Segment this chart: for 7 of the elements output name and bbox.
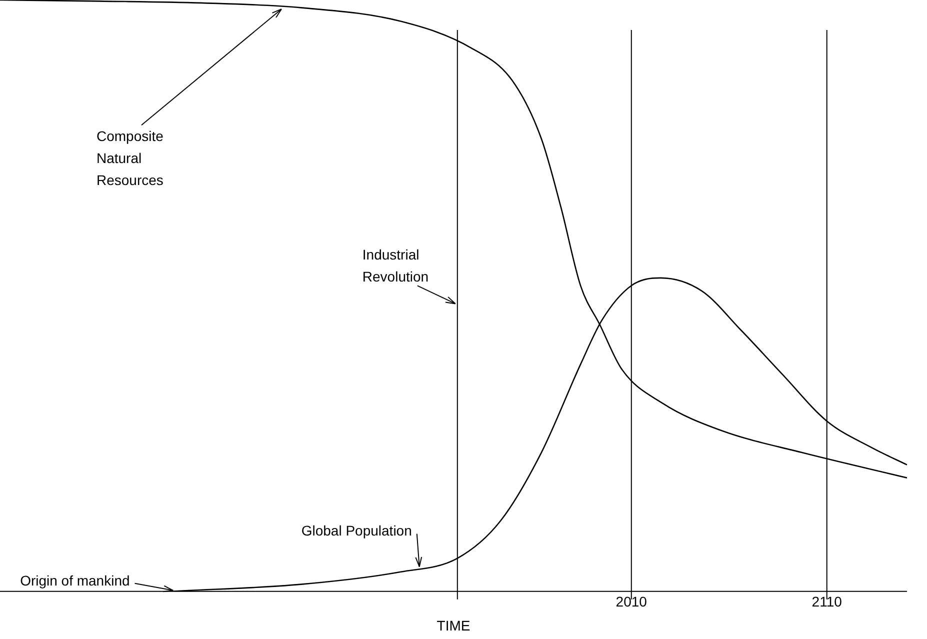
- x-tick-label: 2110: [812, 594, 842, 610]
- annotation: Origin of mankind: [20, 572, 130, 588]
- annotation: Composite Natural Resources: [96, 128, 164, 188]
- x-axis-title: TIME: [436, 617, 470, 634]
- annotation: Global Population: [301, 522, 412, 539]
- ref-line-label: Industrial Revolution: [362, 246, 429, 285]
- x-tick-label: 2010: [616, 594, 648, 610]
